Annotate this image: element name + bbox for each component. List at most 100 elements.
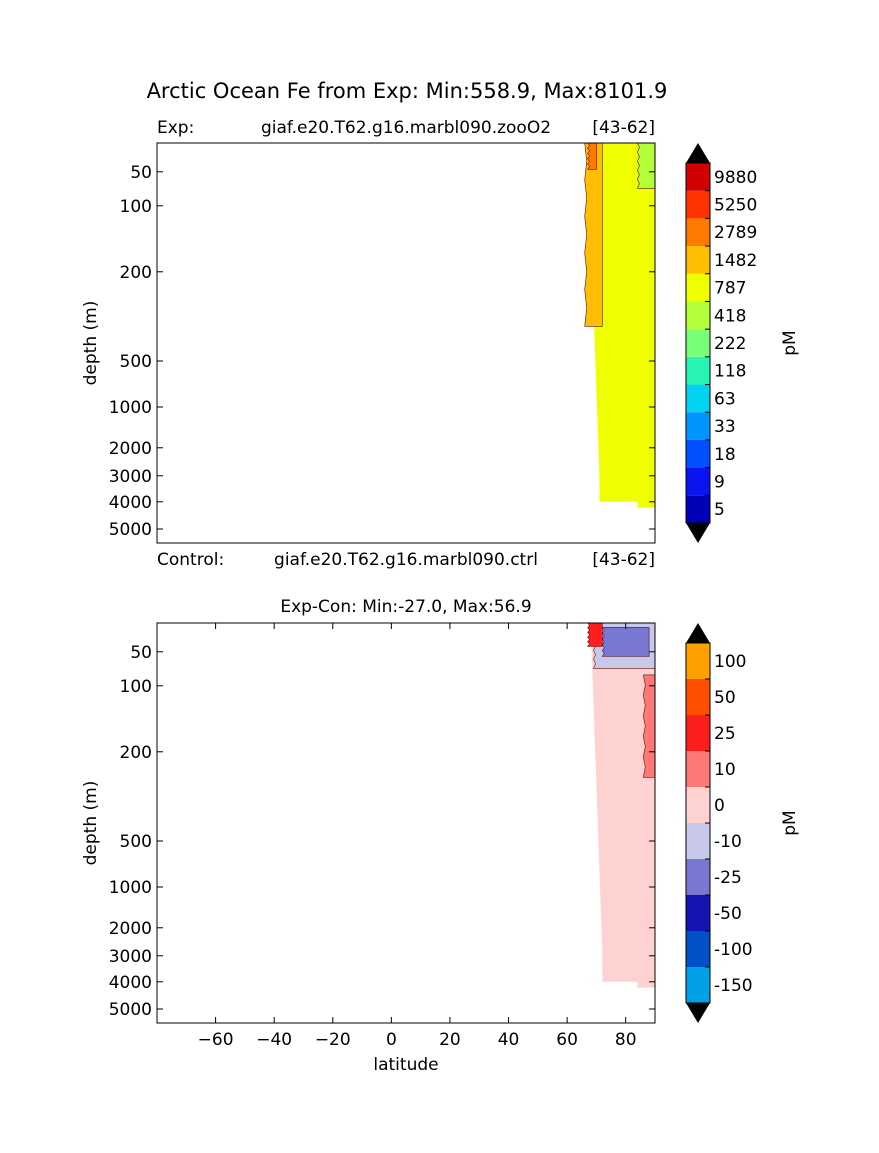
y-tick-label: 200 [120,743,152,763]
colorbar-label: pM [780,810,800,835]
colorbar-bin [686,895,710,931]
colorbar-bin [686,715,710,751]
colorbar-bin [686,467,710,496]
y-axis-label: depth (m) [81,301,101,386]
colorbar-bin [686,163,710,191]
colorbar-bin [686,384,710,413]
colorbar-tick-label: 50 [714,688,736,708]
colorbar-extend-bottom [686,1003,710,1023]
colorbar-tick-label: 9880 [714,168,757,188]
y-tick-label: 50 [130,643,152,663]
y-tick-label: 5000 [109,520,152,540]
y-tick-label: 500 [120,352,152,372]
plot-frame [156,142,656,544]
x-axis-label: latitude [373,1055,438,1075]
exp-colorbar: 5 9 18 33 63 118 222 418 787 1482 2789 5250 9880 pM [685,143,800,543]
contour-region [586,622,603,647]
y-tick-label: 4000 [109,493,152,513]
colorbar-bin [686,859,710,895]
colorbar-bin [686,679,710,715]
colorbar-bin [686,329,710,357]
x-tick-label: 40 [498,1030,520,1050]
colorbar-bin [686,356,710,385]
colorbar-bin [686,787,710,823]
x-tick-label: −60 [198,1030,234,1050]
y-tick-label: 2000 [109,919,152,939]
seafloor-mask [567,501,655,543]
x-tick-label: −20 [315,1030,351,1050]
y-tick-label: 2000 [109,439,152,459]
colorbar-tick-label: 18 [714,445,736,465]
colorbar-bin [686,412,710,440]
contour-region [587,143,655,508]
figure-title: Arctic Ocean Fe from Exp: Min:558.9, Max… [147,79,668,103]
contour-region [601,627,650,657]
colorbar-tick-label: 63 [714,389,736,409]
exp-section-plot: 50 100 200 500 1000 2000 3000 4000 5000 depth (m) [81,142,656,544]
colorbar-bin [686,190,710,219]
x-tick-label: 20 [439,1030,461,1050]
plot-background [157,623,655,1023]
exp-case-name: giaf.e20.T62.g16.marbl090.zooO2 [261,118,551,138]
diff-panel-title: Exp-Con: Min:-27.0, Max:56.9 [280,597,531,617]
colorbar-extend-top [686,143,710,163]
colorbar-bin [686,931,710,967]
exp-label: Exp: [157,118,194,138]
x-tick-label: −40 [256,1030,292,1050]
plot-background [157,143,655,543]
colorbar-tick-label: 5250 [714,196,757,216]
colorbar-tick-label: 222 [714,334,746,354]
colorbar-bin [686,751,710,787]
y-axis-label: depth (m) [81,781,101,866]
y-tick-label: 500 [120,832,152,852]
exp-years: [43-62] [592,118,655,138]
colorbar-tick-label: 33 [714,417,736,437]
colorbar-tick-label: 418 [714,306,746,326]
colorbar-tick-label: 1482 [714,251,757,271]
y-tick-label: 200 [120,263,152,283]
colorbar-tick-label: 787 [714,279,746,299]
contour-region [642,674,656,778]
colorbar-tick-label: -50 [714,904,742,924]
colorbar-bin [686,273,710,302]
colorbar-tick-label: 9 [714,472,725,492]
plot-frame [156,622,656,1024]
colorbar-tick-label: -100 [714,940,753,960]
colorbar-bin [686,495,710,523]
colorbar-tick-label: -150 [714,976,753,996]
colorbar-tick-label: 10 [714,760,736,780]
colorbar-tick-label: 0 [714,796,725,816]
colorbar-tick-label: 5 [714,500,725,520]
y-tick-label: 3000 [109,467,152,487]
control-label: Control: [157,550,224,570]
x-tick-label: 80 [615,1030,637,1050]
y-tick-label: 4000 [109,973,152,993]
colorbar-extend-bottom [686,523,710,543]
y-tick-label: 100 [120,197,152,217]
colorbar-tick-label: 2789 [714,223,757,243]
colorbar-bin [686,218,710,247]
colorbar-bin [686,643,710,679]
colorbar-bin [686,823,710,859]
contour-region [586,142,597,170]
colorbar-tick-label: 25 [714,724,736,744]
colorbar-frame [685,162,711,524]
colorbar-label: pM [780,330,800,355]
y-tick-label: 1000 [109,398,152,418]
y-tick-label: 50 [130,163,152,183]
x-tick-label: 60 [556,1030,578,1050]
colorbar-bin [686,301,710,330]
x-tick-label: 0 [386,1030,397,1050]
y-tick-label: 1000 [109,878,152,898]
colorbar-bin [686,967,710,1003]
colorbar-bin [686,439,710,468]
contour-region [584,142,603,327]
colorbar-tick-label: 100 [714,652,746,672]
seafloor-mask [567,981,655,1023]
contour-region [590,623,655,988]
colorbar-bin [686,246,710,274]
control-case-name: giaf.e20.T62.g16.marbl090.ctrl [274,550,538,570]
colorbar-tick-label: -10 [714,832,742,852]
